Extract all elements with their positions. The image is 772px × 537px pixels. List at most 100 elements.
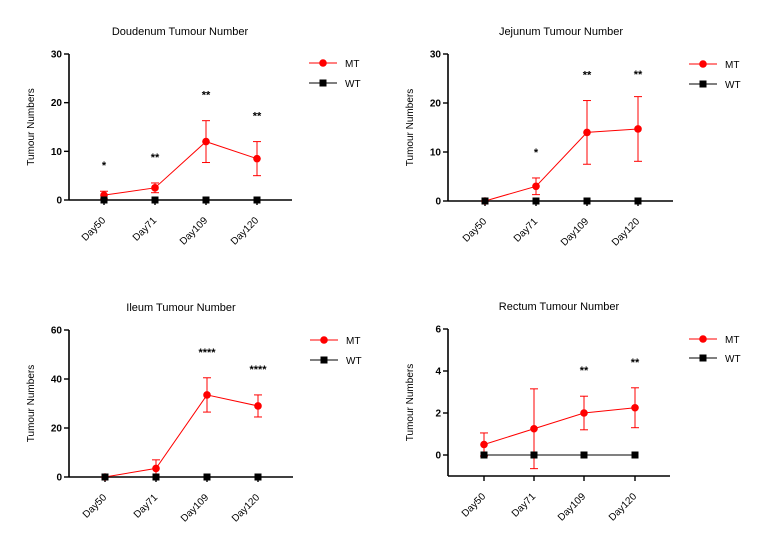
x-tick-label: Day71 [510,491,539,520]
data-point-mt [631,403,639,412]
series-mt [101,377,262,481]
x-tick-label: Day120 [229,215,261,247]
y-tick-label: 0 [56,196,62,207]
chart-panel: Jejunum Tumour Number Tumour Numbers 0 10 20… [405,26,741,248]
significance-marker: ** [253,111,262,123]
series-line-mt [103,141,258,196]
y-tick-label: 10 [430,148,442,159]
data-point-wt [101,473,109,481]
chart-title: Doudenum Tumour Number [112,26,249,38]
y-axis-label: Tumour Numbers [26,88,37,165]
x-tick-label: Day109 [556,491,588,523]
legend-item-mt: MT [310,336,360,347]
x-tick-label: Day120 [230,492,262,524]
series-wt [481,197,642,205]
x-tick-label: Day50 [81,492,110,521]
x-tick-label: Day71 [131,215,160,244]
legend-label: MT [725,60,739,71]
data-point-mt [530,424,538,433]
x-tick-label: Day71 [132,492,161,521]
data-point-wt [481,197,489,205]
y-tick-label: 30 [430,50,442,61]
significance-marker: ** [151,152,160,164]
legend-label: MT [346,336,360,347]
x-tick-label: Day109 [179,492,211,524]
y-tick-label: 2 [435,409,441,420]
significance-marker: ** [583,70,592,82]
data-point-wt [480,451,488,459]
series-wt [101,473,262,481]
legend-item-wt: WT [309,79,361,90]
data-point-mt [532,182,540,191]
data-point-wt [532,197,540,205]
legend-marker [320,356,328,364]
legend-item-wt: WT [689,354,741,365]
series-wt [100,196,261,204]
series-line-mt [483,407,636,445]
data-point-wt [202,196,210,204]
chart-panel: Ileum Tumour Number Tumour Numbers 0 20 40 60… [26,302,362,524]
data-point-mt [152,464,160,473]
chart-title: Ileum Tumour Number [126,302,236,314]
x-tick-label: Day50 [80,215,109,244]
y-tick-label: 6 [435,325,441,336]
data-point-wt [580,451,588,459]
data-point-wt [152,473,160,481]
legend-marker [320,336,328,344]
significance-marker: **** [198,347,216,359]
data-point-wt [631,451,639,459]
y-tick-label: 0 [435,197,441,208]
data-point-mt [480,440,488,449]
chart-panel: Rectum Tumour Number Tumour Numbers 0 2 4 6 Da… [405,301,741,523]
legend-item-wt: WT [689,80,741,91]
legend-marker [319,59,327,67]
legend-marker [699,354,707,362]
x-tick-label: Day50 [461,216,490,245]
y-axis-label: Tumour Numbers [405,89,416,166]
significance-marker: ** [631,357,640,369]
data-point-wt [583,197,591,205]
data-point-mt [254,402,262,410]
series-line-mt [104,394,259,478]
y-tick-label: 60 [51,326,63,337]
y-tick-label: 40 [51,375,63,386]
y-tick-label: 30 [51,50,63,61]
x-tick-label: Day71 [512,216,541,245]
data-point-mt [203,391,211,399]
data-point-mt [253,154,261,163]
data-point-mt [580,409,588,417]
data-point-wt [203,473,211,481]
legend-label: MT [345,59,359,70]
data-point-wt [530,451,538,459]
series-line-mt [484,128,639,202]
y-tick-label: 4 [435,367,441,378]
data-point-mt [583,128,591,137]
y-axis-label: Tumour Numbers [405,364,416,441]
legend-item-mt: MT [689,60,739,71]
significance-marker: ** [634,69,643,81]
series-mt [481,96,642,205]
data-point-wt [100,196,108,204]
legend-marker [699,335,707,343]
x-tick-label: Day109 [559,216,591,248]
legend-marker [319,79,327,87]
legend-item-mt: MT [309,59,359,70]
data-point-wt [253,196,261,204]
chart-title: Jejunum Tumour Number [499,26,623,38]
y-axis-label: Tumour Numbers [26,365,37,442]
series-wt [480,451,639,459]
legend-label: WT [346,356,362,367]
series-mt [100,120,261,200]
y-tick-label: 20 [51,98,63,109]
series-mt [480,387,639,470]
significance-marker: ** [580,365,589,377]
legend-marker [699,60,707,68]
x-tick-label: Day50 [460,491,489,520]
significance-marker: **** [249,364,267,376]
legend-label: WT [725,354,741,365]
y-tick-label: 20 [51,424,63,435]
y-tick-label: 10 [51,147,63,158]
chart-title: Rectum Tumour Number [499,301,620,313]
data-point-wt [254,473,262,481]
significance-marker: * [102,160,107,172]
